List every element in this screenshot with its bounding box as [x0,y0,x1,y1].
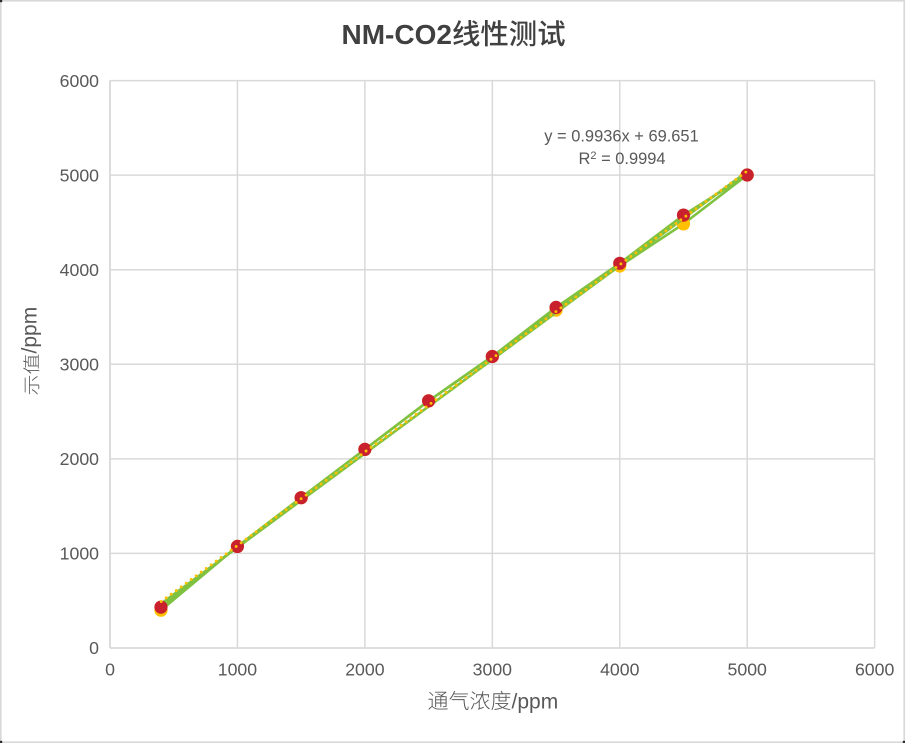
svg-text:2000: 2000 [345,660,385,680]
svg-text:3000: 3000 [473,660,513,680]
svg-text:6000: 6000 [855,660,895,680]
svg-text:/ppm: /ppm [19,307,42,354]
svg-text:NM-CO2: NM-CO2 [342,19,452,50]
svg-text:0: 0 [89,638,99,658]
svg-text:1000: 1000 [218,660,258,680]
svg-text:6000: 6000 [60,71,100,91]
svg-text:5000: 5000 [60,165,100,185]
svg-text:0: 0 [105,660,115,680]
svg-text:5000: 5000 [728,660,768,680]
svg-text:/ppm: /ppm [512,691,559,714]
svg-text:4000: 4000 [600,660,640,680]
svg-text:1000: 1000 [60,544,100,564]
svg-text:4000: 4000 [60,260,100,280]
svg-text:y = 0.9936x + 69.651: y = 0.9936x + 69.651 [544,128,698,146]
svg-text:R2 = 0.9994: R2 = 0.9994 [579,150,666,168]
svg-text:3000: 3000 [60,355,100,375]
svg-text:2000: 2000 [60,449,100,469]
